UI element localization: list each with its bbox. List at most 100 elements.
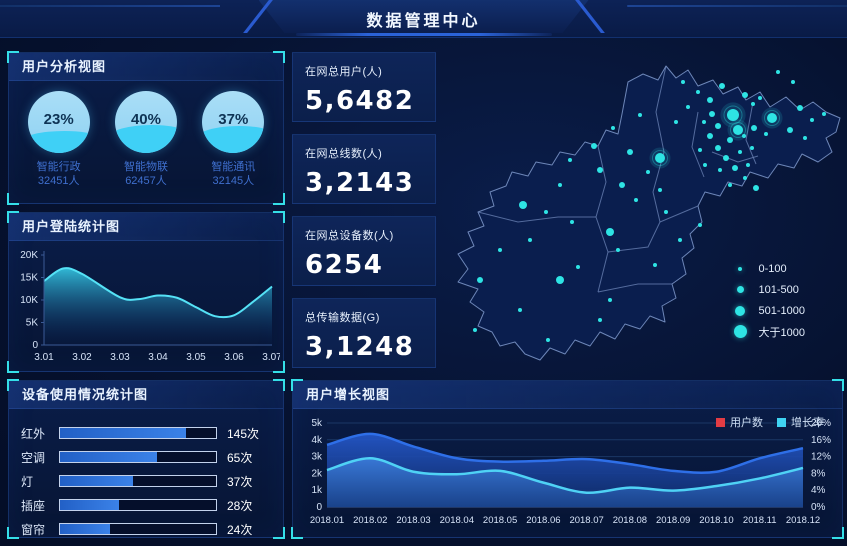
district-border bbox=[745, 101, 757, 165]
map-dot bbox=[619, 182, 625, 188]
map-dot bbox=[743, 176, 747, 180]
map-dot bbox=[608, 298, 612, 302]
map-dot bbox=[753, 185, 759, 191]
map-dot bbox=[702, 120, 706, 124]
map-legend-item[interactable]: 大于1000 bbox=[733, 321, 806, 342]
gauge-percent: 37% bbox=[218, 111, 249, 128]
login-x-tick: 3.06 bbox=[224, 352, 244, 363]
panel-user-growth: 用户增长视图 用户数 增长率 0 1k 2k 3k 4k 5k 0% 4% 8% 12% 16% 20%… bbox=[291, 379, 844, 539]
growth-right-tick: 8% bbox=[811, 468, 826, 479]
login-x-tick: 3.04 bbox=[148, 352, 168, 363]
map-dot bbox=[751, 102, 755, 106]
map-dot bbox=[746, 163, 750, 167]
stat-card: 总传输数据(G) 3,1248 bbox=[292, 298, 436, 368]
header-bar: 数据管理中心 bbox=[0, 0, 847, 38]
growth-x-tick: 2018.07 bbox=[569, 515, 603, 526]
legend-swatch bbox=[716, 417, 725, 427]
map-dot bbox=[473, 328, 477, 332]
device-usage-row: 红外 145次 bbox=[21, 421, 269, 445]
gauge-count: 32145人 bbox=[212, 175, 255, 187]
login-x-tick: 3.01 bbox=[34, 352, 54, 363]
map-legend-dot bbox=[733, 325, 747, 338]
map-dot bbox=[767, 113, 777, 123]
legend-item[interactable]: 增长率 bbox=[777, 414, 824, 430]
login-x-tick: 3.02 bbox=[72, 352, 92, 363]
stat-label: 在网总设备数(人) bbox=[305, 230, 394, 242]
device-bar-fill bbox=[60, 476, 134, 486]
corner-bracket bbox=[273, 193, 285, 205]
device-value-label: 65次 bbox=[227, 450, 253, 465]
corner-bracket bbox=[273, 361, 285, 373]
map-dot bbox=[558, 183, 562, 187]
device-category-label: 插座 bbox=[21, 498, 46, 513]
growth-x-tick: 2018.09 bbox=[656, 515, 690, 526]
map-legend-dot bbox=[736, 286, 744, 293]
map-dot bbox=[616, 248, 620, 252]
map-dot bbox=[477, 277, 483, 283]
map-dot bbox=[638, 113, 642, 117]
growth-x-tick: 2018.05 bbox=[483, 515, 517, 526]
device-bar-track bbox=[59, 451, 217, 463]
login-y-tick: 10K bbox=[20, 295, 38, 306]
device-category-label: 空调 bbox=[21, 450, 46, 465]
login-x-tick: 3.07 bbox=[262, 352, 280, 363]
login-x-tick: 3.05 bbox=[186, 352, 206, 363]
map-dot bbox=[742, 92, 748, 98]
legend-label: 增长率 bbox=[791, 417, 824, 429]
device-category-label: 窗帘 bbox=[21, 522, 46, 537]
map-dot bbox=[646, 170, 650, 174]
gauge-liquid-fill bbox=[27, 130, 90, 153]
stat-label: 在网总线数(人) bbox=[305, 148, 383, 160]
gauge-label: 智能通讯 bbox=[211, 161, 256, 173]
region-bubble-map: 0-100 101-500 501-1000 大于1000 bbox=[448, 52, 845, 374]
map-dot bbox=[707, 97, 713, 103]
growth-rate-line bbox=[326, 457, 804, 495]
map-dot bbox=[597, 167, 603, 173]
map-dot bbox=[751, 125, 757, 131]
district-border bbox=[477, 211, 596, 223]
map-dot bbox=[698, 148, 702, 152]
corner-bracket bbox=[7, 193, 19, 205]
device-usage-bars: 红外 145次 空调 65次灯 37次 插座 28次 窗帘 24次 bbox=[9, 409, 283, 541]
map-legend-item[interactable]: 501-1000 bbox=[734, 300, 805, 321]
map-dot bbox=[709, 111, 715, 117]
map-dot bbox=[764, 132, 768, 136]
device-bar-fill bbox=[60, 452, 157, 462]
map-dot-ring bbox=[764, 110, 780, 126]
map-legend-dot bbox=[735, 305, 745, 316]
map-size-legend: 0-100 101-500 501-1000 大于1000 bbox=[733, 258, 806, 342]
map-dot bbox=[591, 143, 597, 149]
map-dot bbox=[664, 210, 668, 214]
map-dot bbox=[822, 112, 826, 116]
legend-item[interactable]: 用户数 bbox=[716, 414, 763, 430]
login-y-tick: 5K bbox=[26, 318, 39, 329]
map-dot bbox=[787, 127, 793, 133]
panel-title-login-stats: 用户登陆统计图 bbox=[9, 213, 283, 241]
stat-value: 5,6482 bbox=[305, 86, 415, 116]
growth-x-tick: 2018.02 bbox=[353, 515, 387, 526]
growth-left-tick: 0 bbox=[316, 502, 322, 513]
device-bar-fill bbox=[60, 428, 187, 438]
map-legend-item[interactable]: 101-500 bbox=[734, 279, 806, 300]
device-value-label: 28次 bbox=[227, 498, 253, 513]
map-dot bbox=[803, 136, 807, 140]
corner-bracket bbox=[7, 379, 19, 391]
growth-x-tick: 2018.11 bbox=[743, 515, 777, 526]
panel-device-usage: 设备使用情况统计图 红外 145次 空调 65次灯 37次 插座 28次 窗帘 24次 bbox=[7, 379, 285, 541]
gauge-count: 62457人 bbox=[125, 175, 167, 187]
map-dot bbox=[758, 96, 762, 100]
stat-label: 在网总用户(人) bbox=[305, 66, 383, 78]
map-dot-ring bbox=[652, 150, 668, 166]
map-dot bbox=[681, 80, 685, 84]
corner-bracket bbox=[291, 379, 303, 391]
header-underline bbox=[295, 33, 552, 36]
map-dot bbox=[674, 120, 678, 124]
login-area-fill bbox=[44, 268, 272, 345]
map-legend-item[interactable]: 0-100 bbox=[734, 258, 806, 279]
map-legend-label: 大于1000 bbox=[758, 326, 805, 339]
growth-right-tick: 16% bbox=[811, 435, 831, 446]
liquid-gauge: 23% 智能行政 32451人 bbox=[19, 91, 99, 188]
header-trapezoid bbox=[259, 0, 589, 33]
growth-left-tick: 1k bbox=[311, 485, 323, 496]
map-dot bbox=[498, 248, 502, 252]
